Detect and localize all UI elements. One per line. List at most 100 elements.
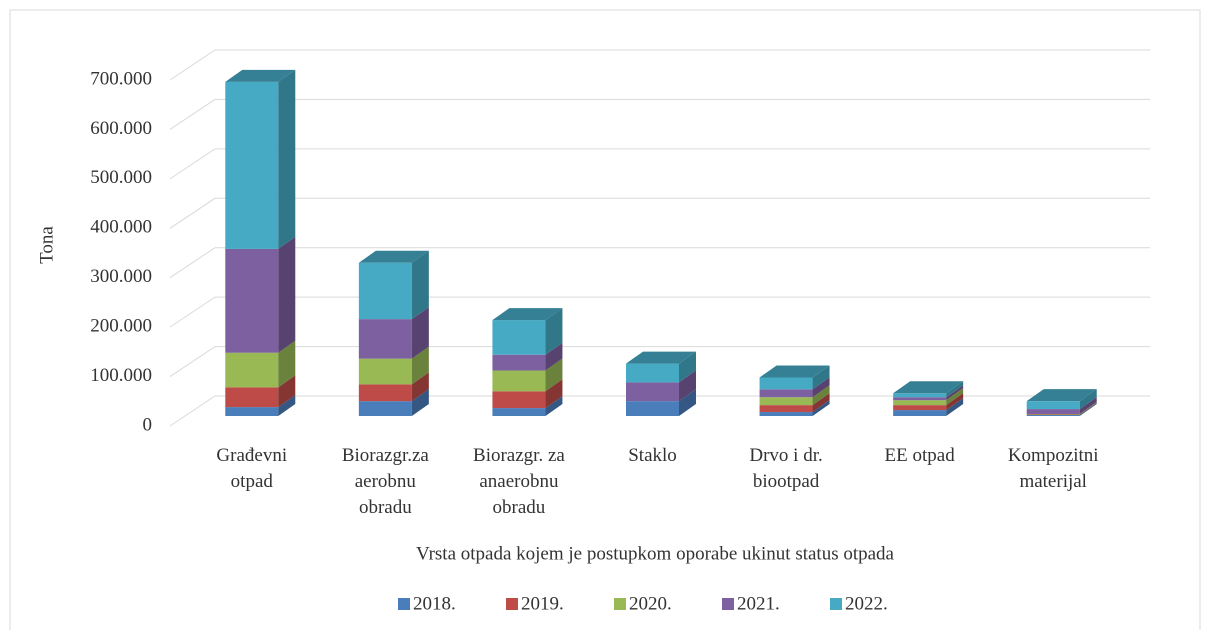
bar-side: [812, 365, 830, 390]
bar-side: [545, 342, 563, 371]
bar-side: [1079, 397, 1097, 415]
bar-top: [893, 381, 964, 394]
bar-segment: [893, 388, 964, 406]
grid-line: [169, 49, 1150, 81]
grid-line: [169, 247, 1150, 279]
bar-side: [1079, 402, 1097, 416]
legend-label: 2018.: [413, 593, 456, 614]
bar-segment: [225, 395, 296, 416]
bar-segment: [492, 308, 563, 355]
x-tick-label: Kompozitni materijal: [1007, 445, 1099, 492]
bar-segment: [626, 351, 696, 383]
bar-side: [946, 385, 964, 401]
bar-side: [1079, 402, 1097, 415]
grid-line: [169, 346, 1150, 377]
bar-segment: [893, 381, 964, 398]
bar-side: [411, 346, 429, 385]
bar-side: [812, 385, 830, 406]
y-tick-label: 400.000: [90, 217, 152, 238]
bar-front: [626, 363, 679, 383]
bar-segment: [225, 375, 296, 408]
bar-side: [946, 381, 964, 398]
bar-side: [679, 389, 696, 416]
bar-top: [626, 351, 696, 364]
bar-side: [1079, 403, 1097, 416]
x-tick-label: Biorazgr. za anaerobnu obradu: [473, 445, 565, 518]
legend-label: 2019.: [521, 593, 564, 614]
bar-front: [759, 389, 813, 398]
y-tick-label: 200.000: [90, 316, 152, 337]
y-tick-label: 0: [143, 414, 153, 435]
bar-front: [225, 407, 279, 416]
bar-front: [759, 377, 813, 390]
bar-side: [278, 375, 296, 408]
bar-side: [411, 250, 429, 320]
legend-swatch: [614, 598, 626, 610]
grid-line: [169, 395, 1150, 427]
bar-segment: [759, 365, 830, 390]
bar-side: [679, 370, 696, 402]
bar-side: [411, 389, 429, 416]
bar-segment: [225, 69, 296, 249]
bar-segment: [358, 389, 429, 416]
bar-side: [946, 388, 964, 406]
legend-label: 2020.: [629, 593, 672, 614]
bar-side: [946, 398, 964, 416]
grid-line: [169, 296, 1150, 328]
bar-side: [812, 377, 830, 398]
bar-front: [1026, 409, 1080, 415]
bar-front: [759, 405, 813, 413]
bar-side: [679, 351, 696, 383]
bar-segment: [225, 236, 296, 353]
bar-segment: [358, 346, 429, 385]
bar-segment: [492, 358, 563, 392]
legend-swatch: [722, 598, 734, 610]
x-tick-label: Drvo i dr. biootpad: [749, 445, 823, 492]
bar-side: [812, 393, 830, 413]
bar-segment: [759, 385, 830, 406]
x-tick-label: EE otpad: [884, 445, 955, 466]
bar-segment: [492, 396, 563, 416]
x-axis-title: Vrsta otpada kojem je postupkom oporabe …: [416, 543, 895, 564]
bar-segment: [1026, 402, 1097, 416]
bar-side: [411, 307, 429, 359]
bar-front: [358, 319, 412, 359]
bar-front: [492, 408, 546, 416]
bar-segment: [893, 398, 964, 416]
bar-segment: [358, 307, 429, 359]
bar-front: [893, 393, 947, 398]
bar-segment: [759, 393, 830, 413]
legend-swatch: [398, 598, 410, 610]
bar-top: [225, 69, 296, 82]
bar-segment: [1026, 397, 1097, 415]
bar-front: [492, 370, 546, 392]
y-tick-label: 100.000: [90, 365, 152, 386]
y-tick-label: 600.000: [90, 118, 152, 139]
bar-segment: [492, 342, 563, 371]
legend-swatch: [506, 598, 518, 610]
bar-segment: [759, 400, 830, 416]
y-tick-label: 300.000: [90, 266, 152, 287]
bar-front: [358, 262, 412, 320]
y-axis-title: Tona: [36, 226, 57, 264]
frame: [9, 9, 1201, 630]
bar-side: [278, 395, 296, 416]
bar-segment: [626, 370, 696, 402]
bar-side: [278, 69, 296, 249]
bar-segment: [358, 372, 429, 402]
bar-top: [358, 250, 429, 263]
legend-swatch: [830, 598, 842, 610]
bar-side: [545, 308, 563, 355]
x-tick-label: Biorazgr.za aerobnu obradu: [341, 445, 429, 518]
bar-front: [893, 405, 947, 411]
bar-front: [358, 384, 412, 402]
bar-side: [278, 236, 296, 353]
bar-segment: [893, 393, 964, 411]
bar-side: [411, 372, 429, 402]
bar-front: [1026, 415, 1080, 416]
bar-side: [545, 396, 563, 416]
bar-top: [1026, 389, 1097, 402]
bar-side: [1079, 389, 1097, 410]
bar-front: [225, 81, 279, 249]
